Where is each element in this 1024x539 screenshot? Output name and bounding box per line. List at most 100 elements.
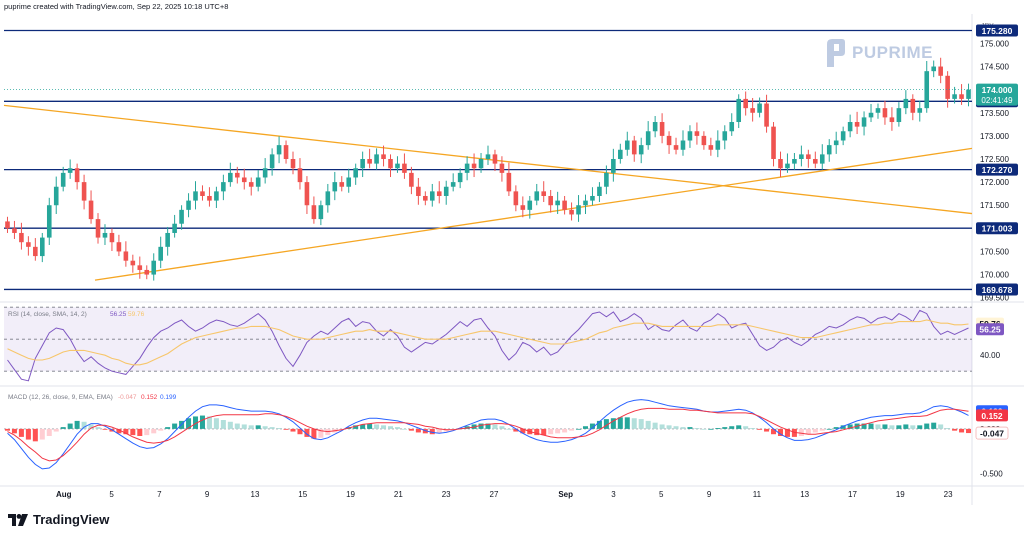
candle-body xyxy=(611,159,616,173)
chart-header: puprime created with TradingView.com, Se… xyxy=(4,2,229,11)
macd-histogram-bar xyxy=(638,419,644,429)
macd-histogram-bar xyxy=(88,424,94,429)
macd-histogram-bar xyxy=(889,425,895,429)
ascending-trendline[interactable] xyxy=(94,147,973,281)
candle-body xyxy=(346,177,352,187)
candle-body xyxy=(492,154,498,164)
macd-histogram-bar xyxy=(227,421,233,429)
candle-body xyxy=(144,269,150,275)
rsi-value-badge xyxy=(976,323,1004,336)
rsi-legend-value: 56.25 xyxy=(110,311,127,318)
time-axis-label: 23 xyxy=(442,490,451,499)
macd-histogram-bar xyxy=(603,419,609,429)
candle-body xyxy=(381,154,386,159)
macd-histogram-bar xyxy=(945,428,951,429)
macd-histogram-bar xyxy=(123,428,129,435)
macd-histogram-bar xyxy=(499,426,505,429)
macd-histogram-bar xyxy=(241,424,247,429)
macd-histogram-bar xyxy=(582,426,589,429)
candle-body xyxy=(506,172,512,192)
candle-body xyxy=(757,103,762,113)
candle-body xyxy=(255,177,261,187)
time-axis-label: 19 xyxy=(346,490,355,499)
price-tick-label: 170.000 xyxy=(980,271,1009,280)
candle-body xyxy=(172,223,177,233)
macd-histogram-bar xyxy=(680,427,686,429)
candle-body xyxy=(297,168,303,183)
bar-countdown-label: 02:41:49 xyxy=(981,96,1013,105)
price-tick-label: 171.500 xyxy=(980,201,1009,210)
candle-body xyxy=(485,154,491,159)
level-price-label: 171.003 xyxy=(982,224,1013,234)
macd-histogram-bar xyxy=(199,415,205,429)
time-axis-label: 13 xyxy=(251,490,260,499)
candle-body xyxy=(443,186,449,196)
macd-histogram-bar xyxy=(617,417,623,429)
candle-body xyxy=(450,182,456,187)
macd-histogram-bar xyxy=(297,428,303,435)
macd-title: MACD (12, 26, close, 9, EMA, EMA) xyxy=(8,394,113,401)
candle-body xyxy=(799,154,804,159)
candle-body xyxy=(67,168,73,173)
macd-histogram-bar xyxy=(18,428,24,437)
macd-histogram-bar xyxy=(798,428,804,436)
level-price-badge xyxy=(976,24,1018,37)
macd-histogram-bar xyxy=(374,424,380,429)
candle-body xyxy=(457,172,463,183)
rsi-line xyxy=(7,309,969,382)
macd-histogram-bar xyxy=(283,428,289,430)
time-axis-label: 9 xyxy=(205,490,210,499)
candle-body xyxy=(165,232,170,247)
rsi-tick-label: 40.00 xyxy=(980,351,1001,360)
macd-histogram-bar xyxy=(694,428,700,429)
candle-body xyxy=(785,163,790,169)
candle-body xyxy=(464,163,470,173)
candle-body xyxy=(416,186,421,196)
macd-histogram-bar xyxy=(4,428,10,431)
tradingview-brand: TradingView xyxy=(33,512,110,527)
candle-body xyxy=(283,145,289,159)
candle-body xyxy=(722,131,728,141)
candle-body xyxy=(60,172,66,187)
macd-histogram-bar xyxy=(415,428,421,433)
macd-histogram-bar xyxy=(826,428,832,430)
macd-hist-legend-value: -0.047 xyxy=(118,394,137,401)
candle-body xyxy=(750,108,755,113)
macd-histogram-bar xyxy=(715,428,721,429)
candle-body xyxy=(652,122,658,132)
rsi-value-label: 56.25 xyxy=(979,325,1001,335)
macd-histogram-bar xyxy=(429,428,435,435)
candle-body xyxy=(966,89,971,99)
candle-body xyxy=(847,122,853,132)
candle-body xyxy=(771,126,776,159)
macd-histogram-bar xyxy=(381,425,387,429)
macd-value-label: -0.047 xyxy=(980,429,1004,439)
macd-histogram-bar xyxy=(743,426,749,429)
macd-histogram-bar xyxy=(269,427,275,429)
time-axis-label: 7 xyxy=(157,490,162,499)
candle-body xyxy=(367,159,372,164)
macd-histogram-bar xyxy=(596,420,602,429)
candle-body xyxy=(604,172,609,187)
candle-body xyxy=(311,205,317,220)
macd-histogram-bar xyxy=(151,428,157,434)
time-axis-label: 9 xyxy=(707,490,712,499)
macd-histogram-bar xyxy=(436,428,442,434)
candle-body xyxy=(576,205,581,215)
candle-body xyxy=(917,108,923,113)
candle-body xyxy=(276,145,282,155)
macd-histogram-bar xyxy=(764,428,770,432)
tradingview-footer[interactable]: TradingView xyxy=(8,512,109,527)
candle-body xyxy=(659,122,665,136)
macd-histogram-bar xyxy=(304,428,310,437)
candle-body xyxy=(819,154,825,164)
candle-body xyxy=(374,154,379,164)
macd-histogram-bar xyxy=(833,427,839,429)
candle-body xyxy=(778,159,783,169)
macd-histogram-bar xyxy=(255,425,261,429)
macd-histogram-bar xyxy=(39,428,45,440)
macd-line xyxy=(7,399,969,470)
macd-histogram-bar xyxy=(548,428,554,435)
level-price-label: 175.280 xyxy=(982,26,1013,36)
